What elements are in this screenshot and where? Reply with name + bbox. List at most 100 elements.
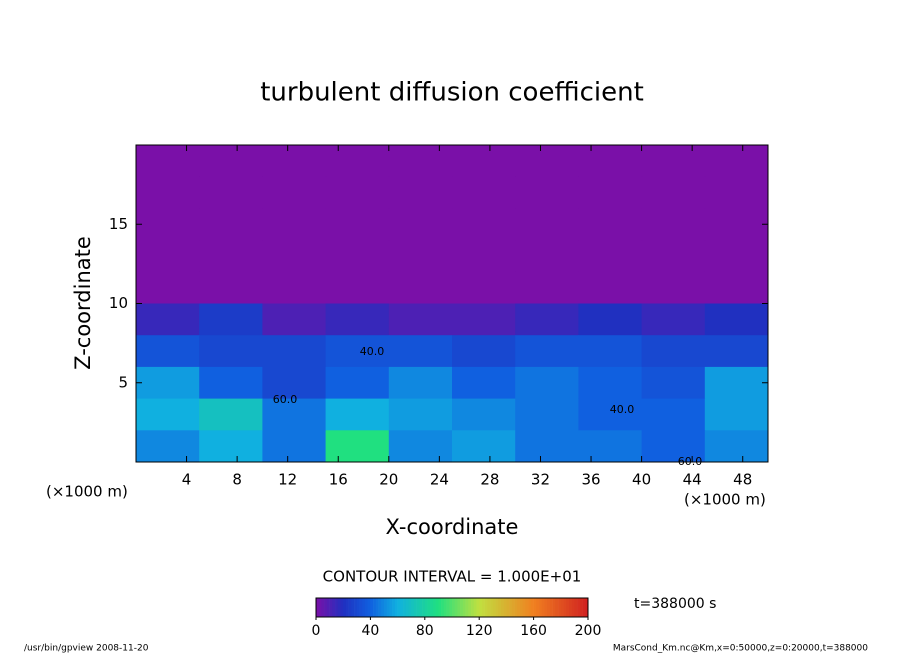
colorbar-stripe xyxy=(509,598,513,617)
colorbar-stripe xyxy=(528,598,532,617)
colorbar-stripe xyxy=(568,598,572,617)
field-cell xyxy=(262,303,327,336)
colorbar-stripe xyxy=(577,598,581,617)
field-cell xyxy=(388,208,453,241)
colorbar-stripe xyxy=(335,598,339,617)
colorbar-stripe xyxy=(520,598,524,617)
colorbar-stripe xyxy=(449,598,453,617)
colorbar-stripe xyxy=(416,598,420,617)
field-cell xyxy=(262,366,327,400)
field-cell xyxy=(136,145,200,178)
field-cell xyxy=(388,240,453,273)
colorbar-tick-label: 120 xyxy=(466,623,493,639)
colorbar-stripe xyxy=(481,598,485,617)
colorbar-stripe xyxy=(457,598,461,617)
field-cell xyxy=(325,430,390,463)
field-cell xyxy=(515,240,579,273)
colorbar-stripe xyxy=(321,598,325,617)
field-cell xyxy=(578,240,643,273)
colorbar-stripe xyxy=(443,598,447,617)
x-tick-label: 12 xyxy=(278,471,297,489)
colorbar-tick-label: 40 xyxy=(361,623,379,639)
colorbar-stripe xyxy=(522,598,526,617)
field-cell xyxy=(262,208,327,241)
field-cell xyxy=(388,430,453,463)
x-tick-label: 48 xyxy=(733,471,752,489)
field-cell xyxy=(136,240,200,273)
colorbar-stripe xyxy=(495,598,499,617)
colorbar-stripe xyxy=(503,598,507,617)
field-cell xyxy=(704,335,769,368)
field-cell xyxy=(641,271,706,304)
colorbar-stripe xyxy=(571,598,575,617)
colorbar-stripe xyxy=(438,598,442,617)
colorbar-tick-label: 160 xyxy=(520,623,547,639)
field-cell xyxy=(452,176,516,209)
field-cell xyxy=(704,145,769,178)
field-cell xyxy=(641,176,706,209)
x-unit: (×1000 m) xyxy=(684,491,766,509)
colorbar-stripe xyxy=(441,598,445,617)
field-cell xyxy=(452,366,516,400)
field-cell xyxy=(388,335,453,368)
colorbar-stripe xyxy=(566,598,570,617)
field-cell xyxy=(641,430,706,463)
field-cell xyxy=(641,366,706,400)
field-cell xyxy=(262,398,327,431)
colorbar-stripe xyxy=(405,598,409,617)
field-cell xyxy=(199,398,263,431)
field-cell xyxy=(199,145,263,178)
colorbar-stripe xyxy=(435,598,439,617)
footer-right: MarsCond_Km.nc@Km,x=0:50000,z=0:20000,t=… xyxy=(613,644,868,654)
time-label: t=388000 s xyxy=(634,596,716,612)
field-cell xyxy=(578,271,643,304)
contour-label: 40.0 xyxy=(360,345,385,358)
field-cell xyxy=(325,271,390,304)
y-tick-label: 5 xyxy=(118,373,128,391)
colorbar-stripe xyxy=(354,598,358,617)
field-cell xyxy=(578,398,643,431)
field-cell xyxy=(452,208,516,241)
colorbar-stripe xyxy=(506,598,510,617)
colorbar-stripe xyxy=(552,598,556,617)
field-cell xyxy=(452,430,516,463)
colorbar-stripe xyxy=(373,598,377,617)
x-tick-label: 28 xyxy=(480,471,499,489)
field-cell xyxy=(641,398,706,431)
colorbar-stripe xyxy=(473,598,477,617)
field-cell xyxy=(262,271,327,304)
field-cell xyxy=(325,145,390,178)
field-cell xyxy=(262,176,327,209)
field-cell xyxy=(641,335,706,368)
field-cell xyxy=(704,208,769,241)
colorbar-stripe xyxy=(446,598,450,617)
y-axis-label: Z-coordinate xyxy=(71,236,95,370)
colorbar-stripe xyxy=(329,598,333,617)
field-cell xyxy=(641,303,706,336)
colorbar-stripe xyxy=(468,598,472,617)
field-cell xyxy=(199,366,263,400)
x-tick-label: 24 xyxy=(430,471,449,489)
field-cell xyxy=(452,145,516,178)
colorbar-stripe xyxy=(500,598,504,617)
field-cell xyxy=(578,366,643,400)
colorbar-stripe xyxy=(316,598,320,617)
field-cell xyxy=(199,430,263,463)
y-tick-label: 10 xyxy=(109,294,128,312)
colorbar-stripe xyxy=(356,598,360,617)
colorbar-stripe xyxy=(563,598,567,617)
colorbar-stripe xyxy=(465,598,469,617)
field-cell xyxy=(388,398,453,431)
y-unit: (×1000 m) xyxy=(46,483,128,501)
colorbar-stripe xyxy=(370,598,374,617)
field-cell xyxy=(704,271,769,304)
field-cell xyxy=(199,240,263,273)
colorbar-stripe xyxy=(487,598,491,617)
field-cell xyxy=(136,176,200,209)
field-cell xyxy=(136,271,200,304)
field-cell xyxy=(452,335,516,368)
colorbar-stripe xyxy=(332,598,336,617)
field-cell xyxy=(325,303,390,336)
